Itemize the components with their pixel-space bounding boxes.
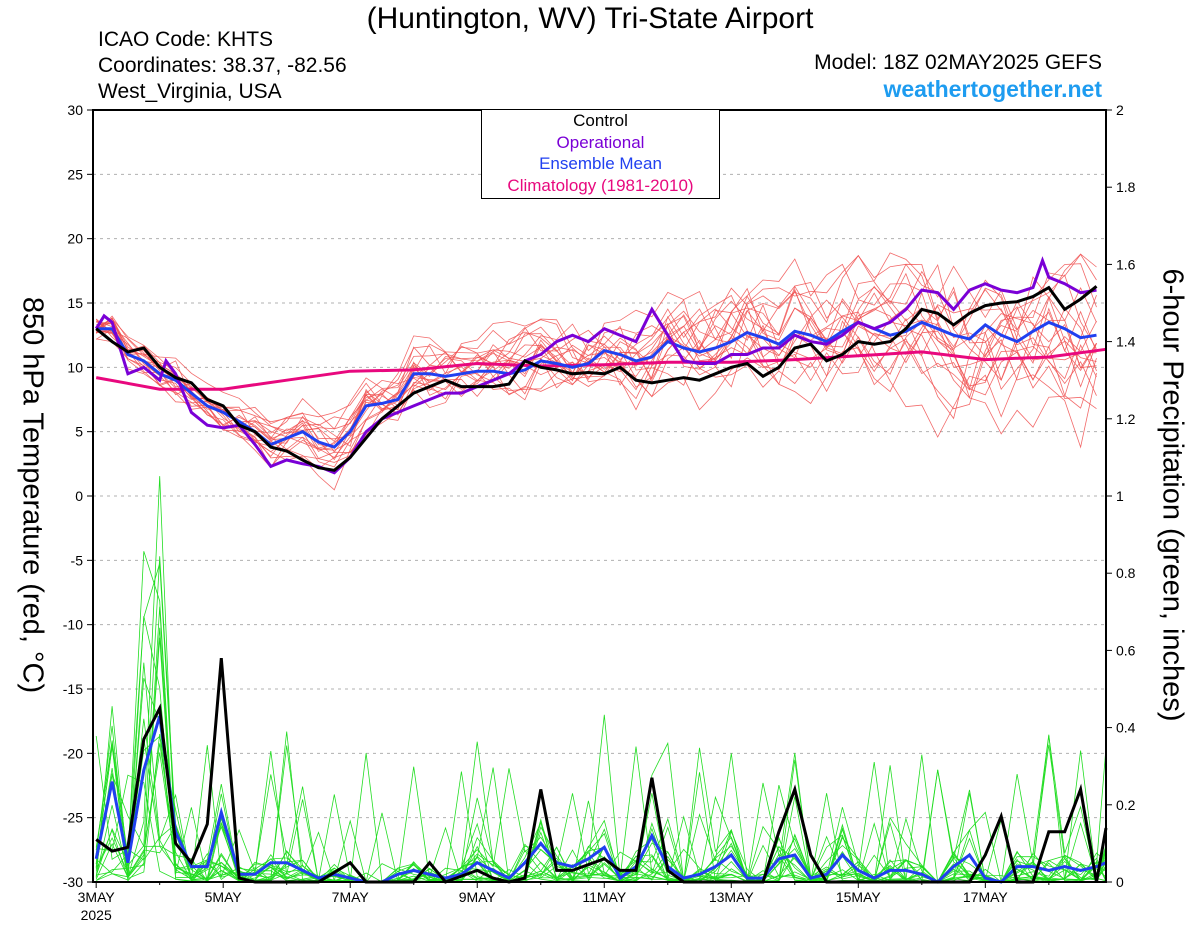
site-link[interactable]: weathertogether.net [883, 76, 1102, 102]
y-right-tick-label: 1.6 [1116, 256, 1136, 272]
temperature-member-line [95, 295, 1097, 463]
y-left-tick-label: 30 [67, 102, 83, 118]
y-left-tick-label: 5 [75, 424, 83, 440]
y-left-tick-label: 0 [75, 488, 83, 504]
series [94, 256, 1108, 884]
coordinates: Coordinates: 38.37, -82.56 [98, 54, 347, 77]
y-left-tick-label: -20 [63, 745, 83, 761]
temperature-member-line [95, 276, 1097, 469]
x-tick-sublabel: 2025 [81, 907, 112, 923]
y-left-tick-label: -5 [71, 552, 84, 568]
y-right-tick-label: 0 [1116, 874, 1124, 890]
temperature-member-line [96, 253, 1097, 447]
temperature-member-line [96, 254, 1097, 439]
legend-operational: Operational [556, 132, 645, 152]
y-right-tick-label: 1.2 [1116, 411, 1136, 427]
legend-control: Control [573, 111, 628, 130]
legend-climatology: Climatology (1981-2010) [507, 175, 694, 195]
temperature-member-line [96, 311, 1097, 461]
precipitation-member-line [96, 563, 1107, 883]
legend-ensemble-mean: Ensemble Mean [539, 154, 662, 173]
x-tick-label: 13MAY [709, 889, 755, 905]
precipitation-member-line [96, 616, 1107, 883]
temperature-member-line [96, 263, 1097, 432]
y-right-tick-label: 0.2 [1116, 797, 1136, 813]
temperature-member-line [96, 263, 1097, 491]
temperature-members [95, 252, 1097, 491]
y-left-tick-label: -15 [63, 681, 83, 697]
temp-control-line [95, 285, 1098, 472]
y-left-tick-label: -10 [63, 617, 83, 633]
precipitation-member-line [95, 637, 1107, 883]
y-right-tick-label: 0.6 [1116, 642, 1136, 658]
y-right-tick-label: 0.4 [1116, 720, 1136, 736]
y-right-tick-label: 0.8 [1116, 565, 1136, 581]
precipitation-member-line [95, 627, 1107, 883]
y-left-tick-label: -30 [63, 874, 83, 890]
y-left-tick-label: 20 [67, 231, 83, 247]
legend: Control Operational Ensemble Mean Climat… [481, 109, 720, 199]
x-tick-label: 9MAY [459, 889, 497, 905]
x-tick-label: 17MAY [963, 889, 1009, 905]
y-right-tick-label: 1.4 [1116, 334, 1136, 350]
precipitation-member-line [95, 556, 1107, 883]
precipitation-member-line [95, 476, 1107, 883]
precipitation-member-line [95, 551, 1107, 883]
chart-title: (Huntington, WV) Tri-State Airport [366, 2, 814, 35]
grid [93, 173, 1106, 819]
y-left-tick-label: 25 [67, 166, 83, 182]
y-right-tick-label: 1 [1116, 488, 1124, 504]
y-right-tick-label: 1.8 [1116, 179, 1136, 195]
x-tick-label: 11MAY [582, 889, 626, 905]
temperature-member-line [95, 299, 1097, 469]
y-left-tick-label: 10 [67, 359, 83, 375]
climatology-line [95, 347, 1107, 391]
y-left-tick-label: 15 [67, 295, 83, 311]
precipitation-members [95, 476, 1107, 883]
x-tick-label: 5MAY [205, 889, 243, 905]
icao-code: ICAO Code: KHTS [98, 28, 274, 51]
model-run: Model: 18Z 02MAY2025 GEFS [814, 51, 1102, 74]
x-tick-label: 7MAY [332, 889, 370, 905]
y-right-tick-label: 2 [1116, 102, 1124, 118]
axes: 302520151050-5-10-15-20-25-3021.81.61.41… [63, 102, 1136, 923]
precipitation-member-line [96, 769, 1107, 883]
y-left-tick-label: -25 [63, 810, 83, 826]
region: West_Virginia, USA [98, 80, 282, 103]
temperature-member-line [96, 299, 1097, 468]
precip-ensemble-mean-line [94, 715, 1107, 884]
x-tick-label: 15MAY [836, 889, 882, 905]
x-tick-label: 3MAY [78, 889, 116, 905]
precipitation-member-line [95, 743, 1107, 883]
